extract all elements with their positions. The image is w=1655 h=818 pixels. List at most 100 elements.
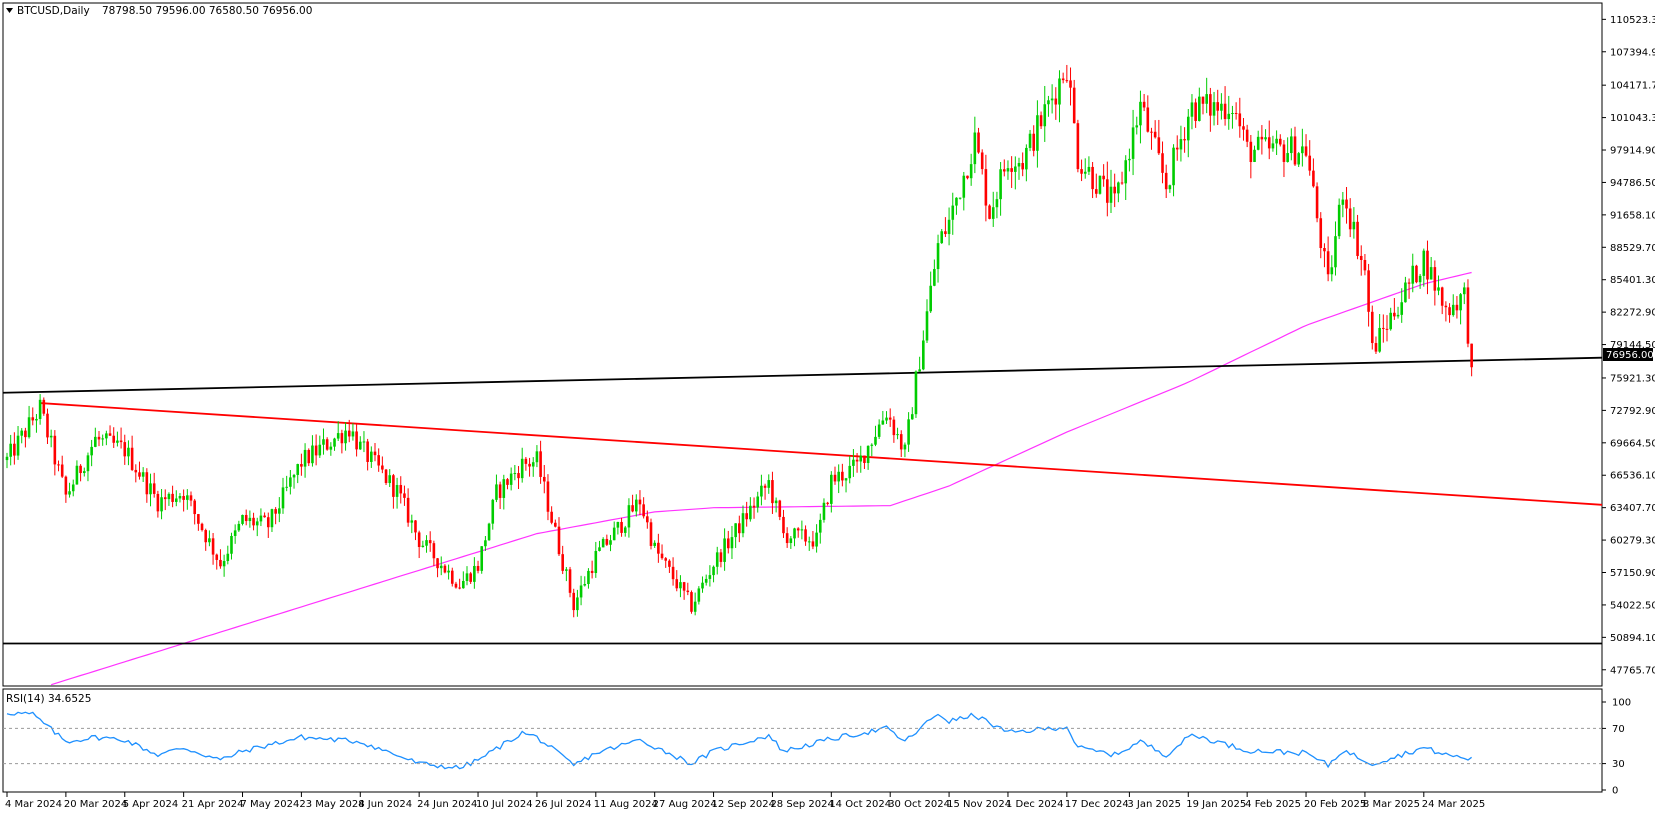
time-tick-label: 24 Jun 2024 — [417, 799, 477, 810]
candle-body — [1404, 282, 1407, 303]
trendline[interactable] — [40, 402, 1603, 506]
candle-body — [1231, 112, 1234, 114]
rsi-axis: 100 70 30 0 — [3, 698, 1631, 797]
candle-body — [259, 515, 263, 522]
candle-body — [49, 435, 53, 438]
candle-body — [730, 537, 734, 549]
candles-layer — [5, 64, 1473, 618]
candle-body — [833, 474, 837, 482]
candle-body — [929, 285, 932, 312]
candle-body — [1418, 275, 1422, 283]
candle-body — [715, 552, 719, 567]
candle-body — [1098, 175, 1102, 194]
candle-body — [565, 569, 568, 571]
candle-body — [977, 132, 980, 153]
candle-body — [1006, 168, 1010, 172]
candle-body — [554, 522, 557, 527]
rsi-title: RSI(14) 34.6525 — [6, 693, 91, 705]
candle-body — [1220, 103, 1223, 111]
candle-body — [292, 474, 296, 478]
candle-body — [1448, 307, 1451, 316]
candle-body — [704, 578, 708, 583]
candle-body — [958, 197, 962, 199]
candle-body — [211, 538, 215, 555]
time-tick-label: 24 Mar 2025 — [1422, 799, 1485, 810]
candle-body — [1223, 103, 1227, 120]
candle-body — [907, 419, 910, 445]
candle-body — [752, 505, 756, 508]
candle-body — [741, 513, 745, 534]
price-tick-label: 75921.30 — [1610, 373, 1655, 384]
candle-body — [491, 499, 495, 524]
time-tick-label: 1 Dec 2024 — [1006, 799, 1064, 810]
candle-body — [358, 441, 362, 450]
candle-body — [848, 465, 852, 479]
price-tick-label: 63407.70 — [1610, 503, 1655, 514]
candle-body — [679, 582, 682, 589]
candle-body — [465, 573, 469, 581]
candle-body — [222, 561, 226, 567]
rsi-pane-frame — [2, 688, 1603, 793]
candle-body — [583, 584, 587, 586]
candle-body — [535, 451, 539, 463]
time-tick-label: 5 Apr 2024 — [123, 799, 178, 810]
candle-body — [1275, 138, 1278, 144]
candle-body — [955, 197, 958, 206]
candle-body — [101, 438, 104, 440]
candle-body — [962, 175, 966, 198]
candle-body — [1253, 149, 1256, 162]
candle-body — [568, 569, 572, 593]
candle-body — [5, 456, 9, 461]
candle-body — [1172, 147, 1175, 186]
candle-body — [436, 558, 439, 569]
candle-body — [517, 473, 520, 479]
candle-body — [999, 169, 1002, 200]
candle-body — [660, 553, 664, 559]
candle-body — [1249, 141, 1253, 162]
candle-body — [646, 516, 649, 523]
candle-body — [108, 433, 112, 436]
candle-body — [877, 424, 881, 437]
candle-body — [546, 481, 550, 512]
candle-body — [712, 566, 715, 576]
candle-body — [428, 540, 432, 544]
triangle-down-icon[interactable] — [6, 8, 13, 13]
candle-body — [410, 520, 414, 523]
candle-body — [1462, 287, 1466, 295]
price-tick-label: 72792.90 — [1610, 406, 1655, 417]
candle-body — [174, 498, 178, 502]
candle-body — [870, 444, 874, 446]
candle-body — [27, 417, 31, 438]
candle-body — [520, 458, 524, 479]
rsi-tick-label: 70 — [1612, 724, 1625, 735]
candle-body — [892, 419, 896, 436]
candle-body — [1393, 312, 1396, 317]
candle-body — [237, 523, 241, 531]
candle-body — [1083, 171, 1087, 174]
candle-body — [38, 399, 42, 419]
candle-body — [914, 371, 918, 415]
price-tick-label: 85401.30 — [1610, 275, 1655, 286]
candle-body — [844, 478, 848, 481]
candle-body — [200, 523, 204, 531]
candle-body — [579, 585, 583, 598]
candle-body — [1356, 221, 1359, 256]
trendline[interactable] — [2, 356, 1603, 394]
candle-body — [373, 451, 377, 456]
candle-body — [443, 565, 447, 573]
candle-body — [60, 464, 64, 477]
candle-body — [1227, 113, 1231, 120]
candle-body — [388, 475, 392, 484]
candle-body — [46, 413, 49, 438]
candle-body — [226, 553, 230, 562]
candle-body — [1271, 143, 1275, 149]
candle-body — [16, 435, 20, 456]
candle-body — [918, 369, 921, 372]
candle-body — [1256, 136, 1260, 150]
candle-body — [789, 538, 793, 544]
candle-body — [601, 538, 605, 548]
candle-body — [94, 436, 97, 447]
candle-body — [384, 469, 388, 484]
